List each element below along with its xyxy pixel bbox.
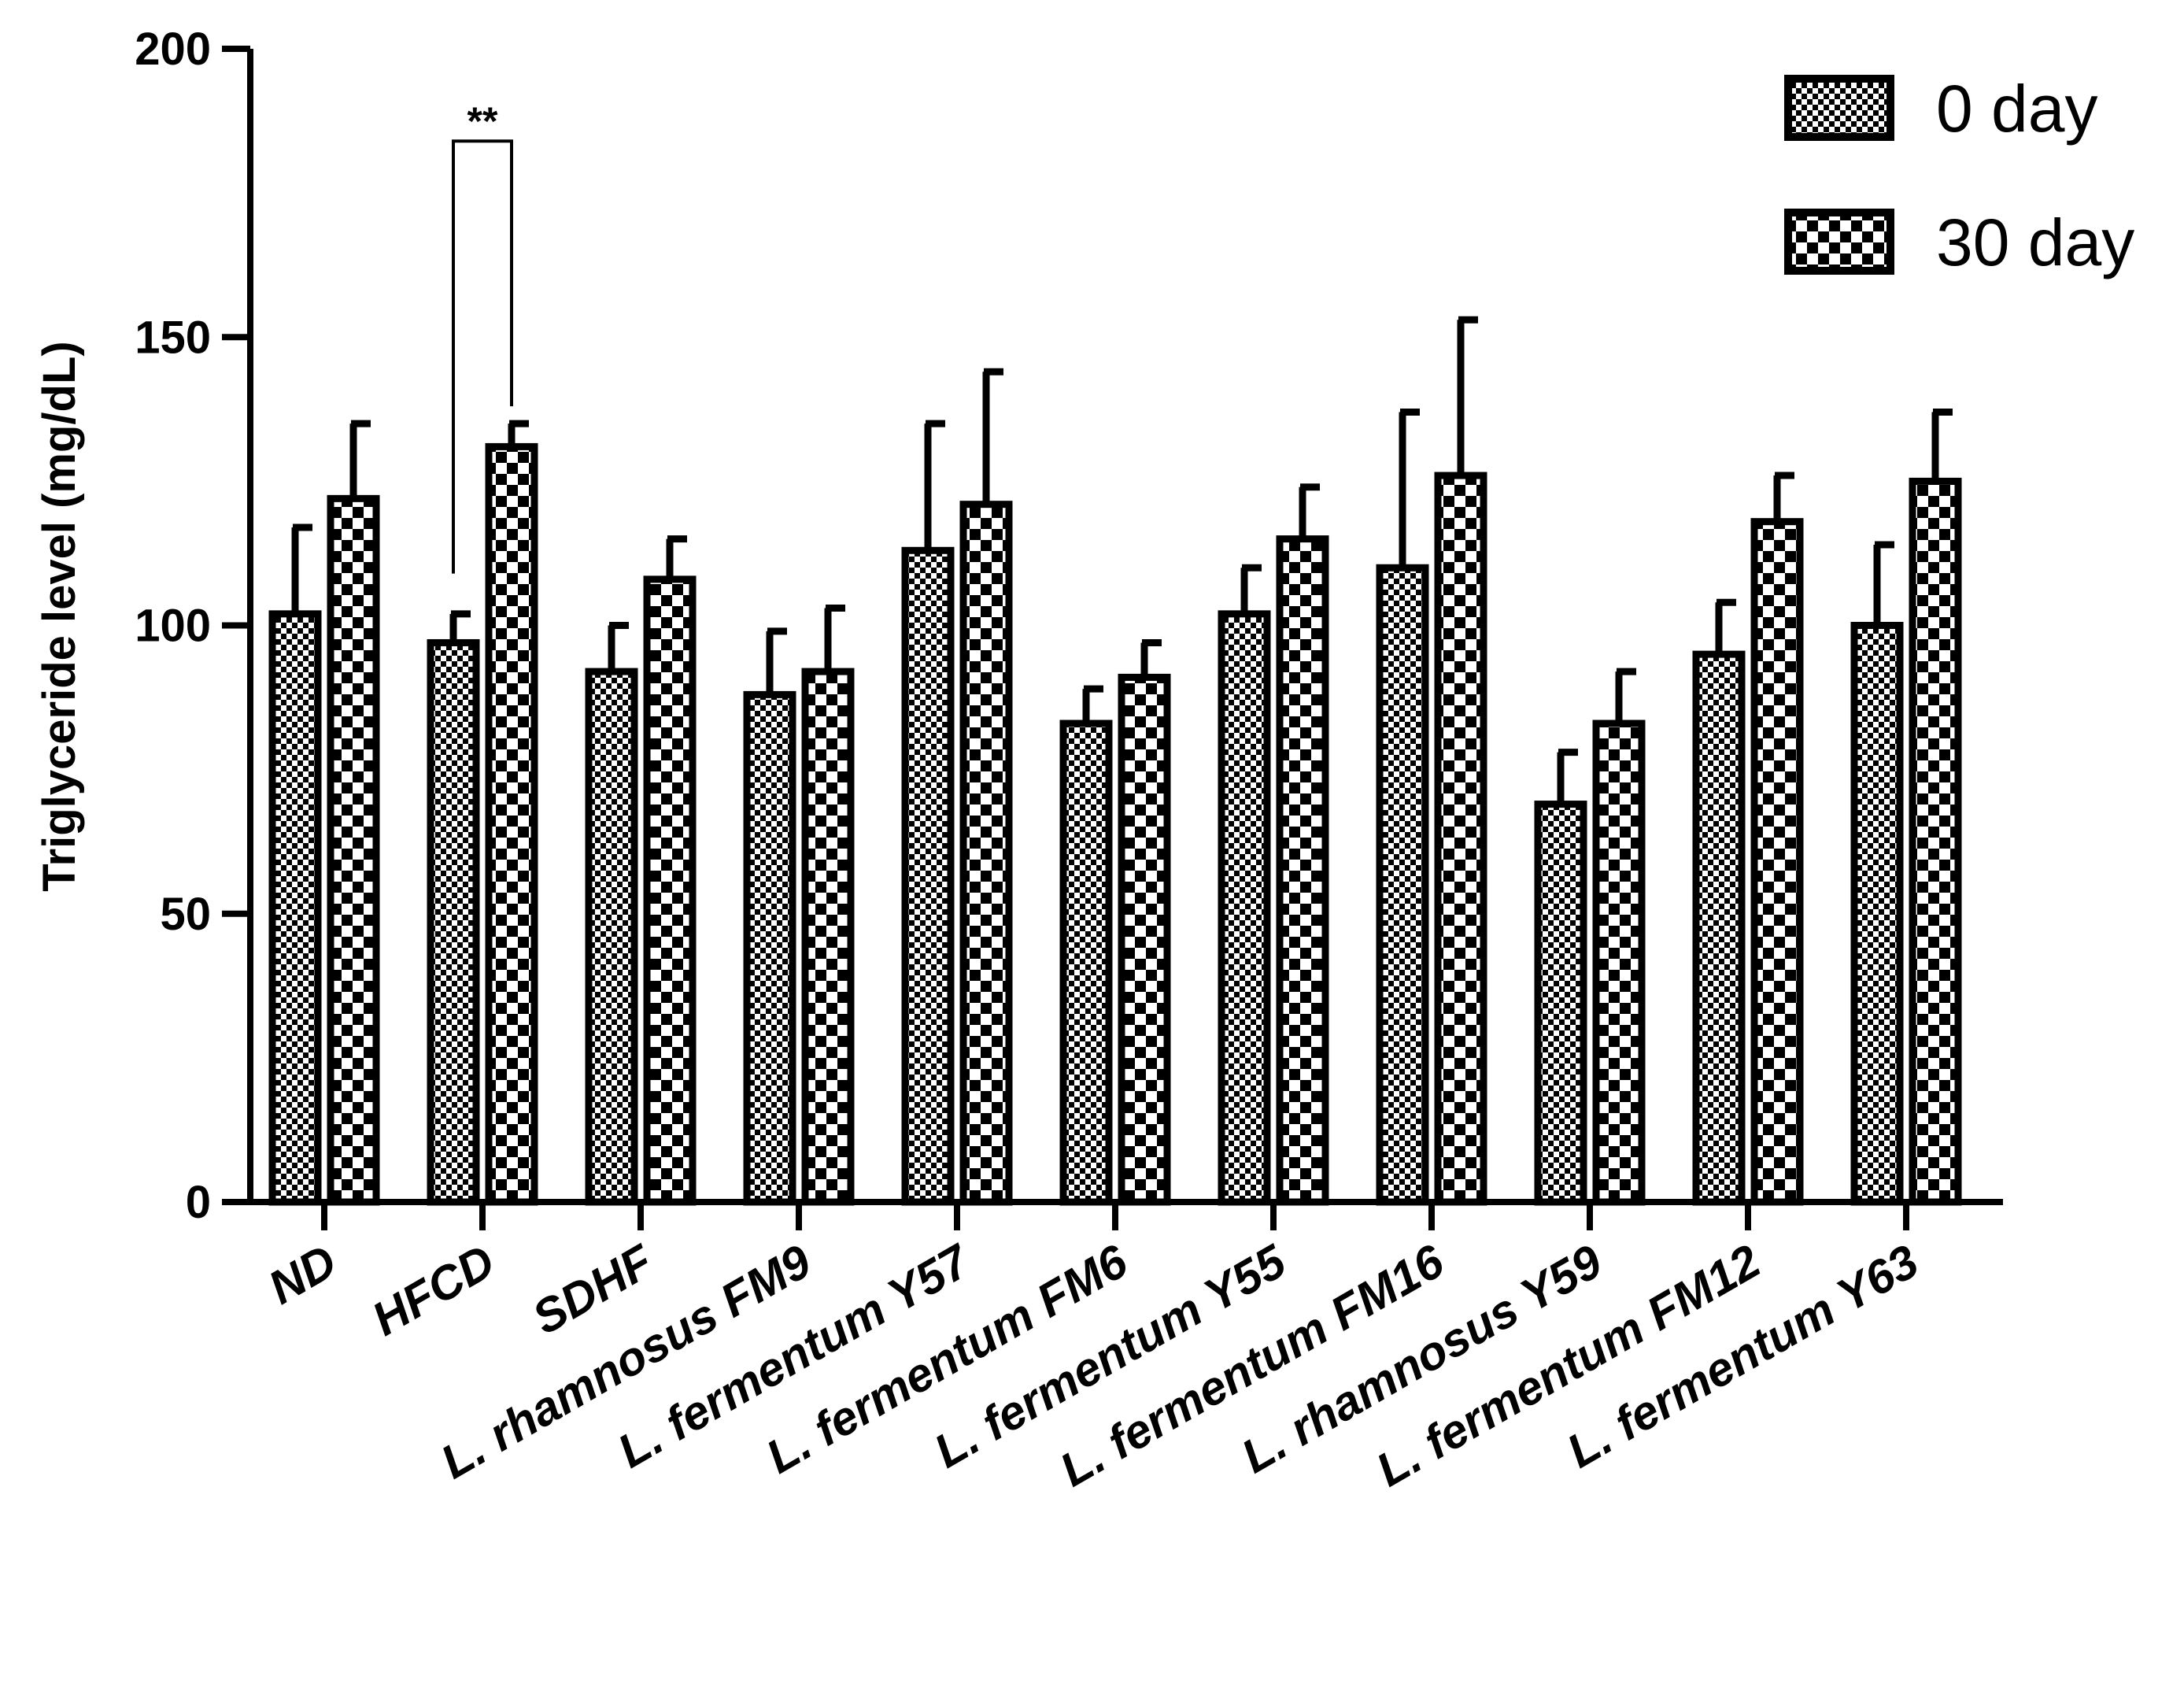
bar [959,501,1013,1206]
bar [643,575,697,1206]
legend: 0 day 30 day [1784,72,2134,279]
bar [1276,535,1329,1206]
y-tick-label: 150 [135,312,211,363]
annotations: ** [452,99,513,574]
bar [427,638,480,1206]
significance-label: ** [467,99,498,143]
legend-label: 30 day [1936,205,2134,279]
bars [268,316,1962,1206]
legend-swatch [1784,75,1894,141]
bar [1534,801,1587,1206]
legend-swatch [1784,209,1894,275]
bar [327,494,380,1206]
bar [1909,477,1962,1206]
y-tick-label: 0 [186,1177,211,1228]
bar [585,668,638,1206]
x-category-label: HFCD [364,1234,504,1345]
legend-label: 0 day [1936,72,2098,146]
bar [268,610,322,1206]
bar [801,668,855,1206]
bar [1118,673,1171,1206]
bar [1592,719,1646,1206]
bar [1059,719,1113,1206]
bar [1376,564,1429,1206]
y-axis-label: Triglyceride level (mg/dL) [34,341,85,891]
y-tick-label: 50 [160,889,211,940]
y-tick-label: 200 [135,24,211,75]
bar [1750,518,1804,1206]
bar [1692,650,1746,1206]
bar [743,690,796,1206]
bar [485,442,538,1206]
bar [901,546,955,1206]
x-category-label: ND [260,1234,346,1314]
bar [1218,610,1271,1206]
bar [1850,622,1904,1206]
y-tick-label: 100 [135,601,211,652]
bar [1434,472,1487,1206]
significance-bracket [452,139,513,574]
